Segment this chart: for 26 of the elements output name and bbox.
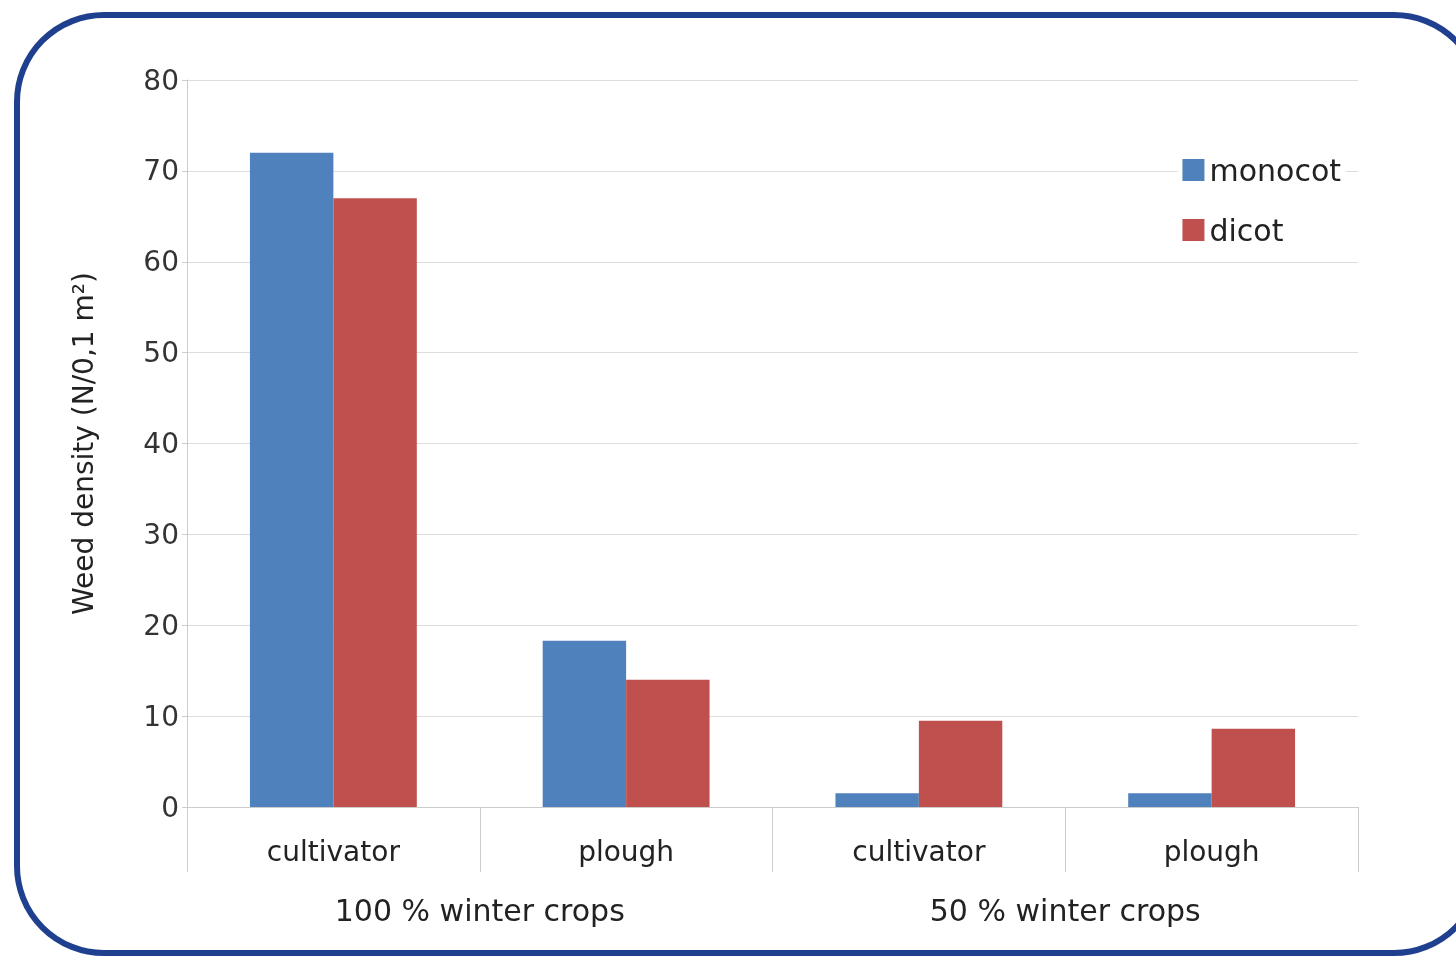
bar (249, 152, 334, 807)
y-tick-label: 80 (143, 63, 179, 97)
y-tick-label: 40 (143, 427, 179, 460)
legend-label: monocot (1209, 152, 1342, 188)
text: 50 % winter crops (929, 892, 1201, 928)
y-tick-label: 10 (143, 699, 179, 733)
y-tick-label: 20 (143, 608, 179, 642)
bar (835, 793, 919, 807)
y-tick-label: 70 (143, 154, 179, 188)
x-tick-label: plough (1163, 834, 1260, 868)
x-tick-label: plough (578, 834, 675, 868)
bar (1211, 728, 1296, 807)
x-tick-label: cultivator (266, 834, 401, 868)
bar (542, 640, 627, 807)
bar (1128, 793, 1212, 807)
bar (918, 720, 1003, 807)
text: 100 % winter crops (334, 892, 625, 928)
y-tick-label: 30 (143, 517, 179, 551)
y-tick-label: 60 (143, 245, 179, 279)
bar (333, 198, 417, 807)
y-axis-title: Weed density (N/0,1 m²) (66, 272, 100, 615)
x-tick-label: cultivator (852, 834, 986, 868)
legend-label: dicot (1209, 212, 1284, 248)
bar (626, 679, 710, 807)
y-tick-label: 0 (161, 790, 179, 824)
y-tick-label: 50 (143, 336, 179, 370)
